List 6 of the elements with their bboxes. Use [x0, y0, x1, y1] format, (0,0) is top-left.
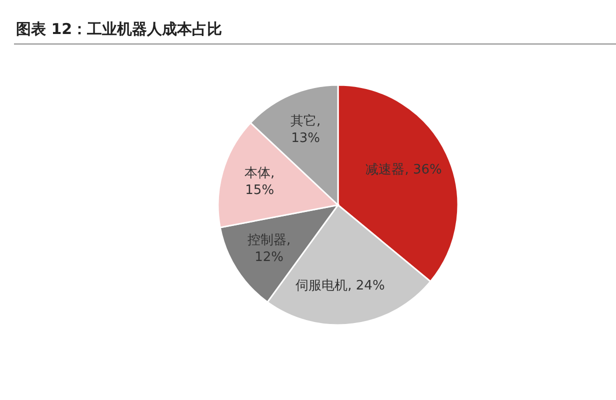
- slice-label: 其它, 13%: [290, 113, 321, 148]
- chart-title: 图表 12：工业机器人成本占比: [16, 20, 222, 38]
- slice-label: 减速器, 36%: [366, 162, 442, 179]
- slice-label: 控制器, 12%: [248, 232, 291, 266]
- slice-label: 本体, 15%: [244, 165, 275, 200]
- slice-label: 伺服电机, 24%: [296, 277, 385, 294]
